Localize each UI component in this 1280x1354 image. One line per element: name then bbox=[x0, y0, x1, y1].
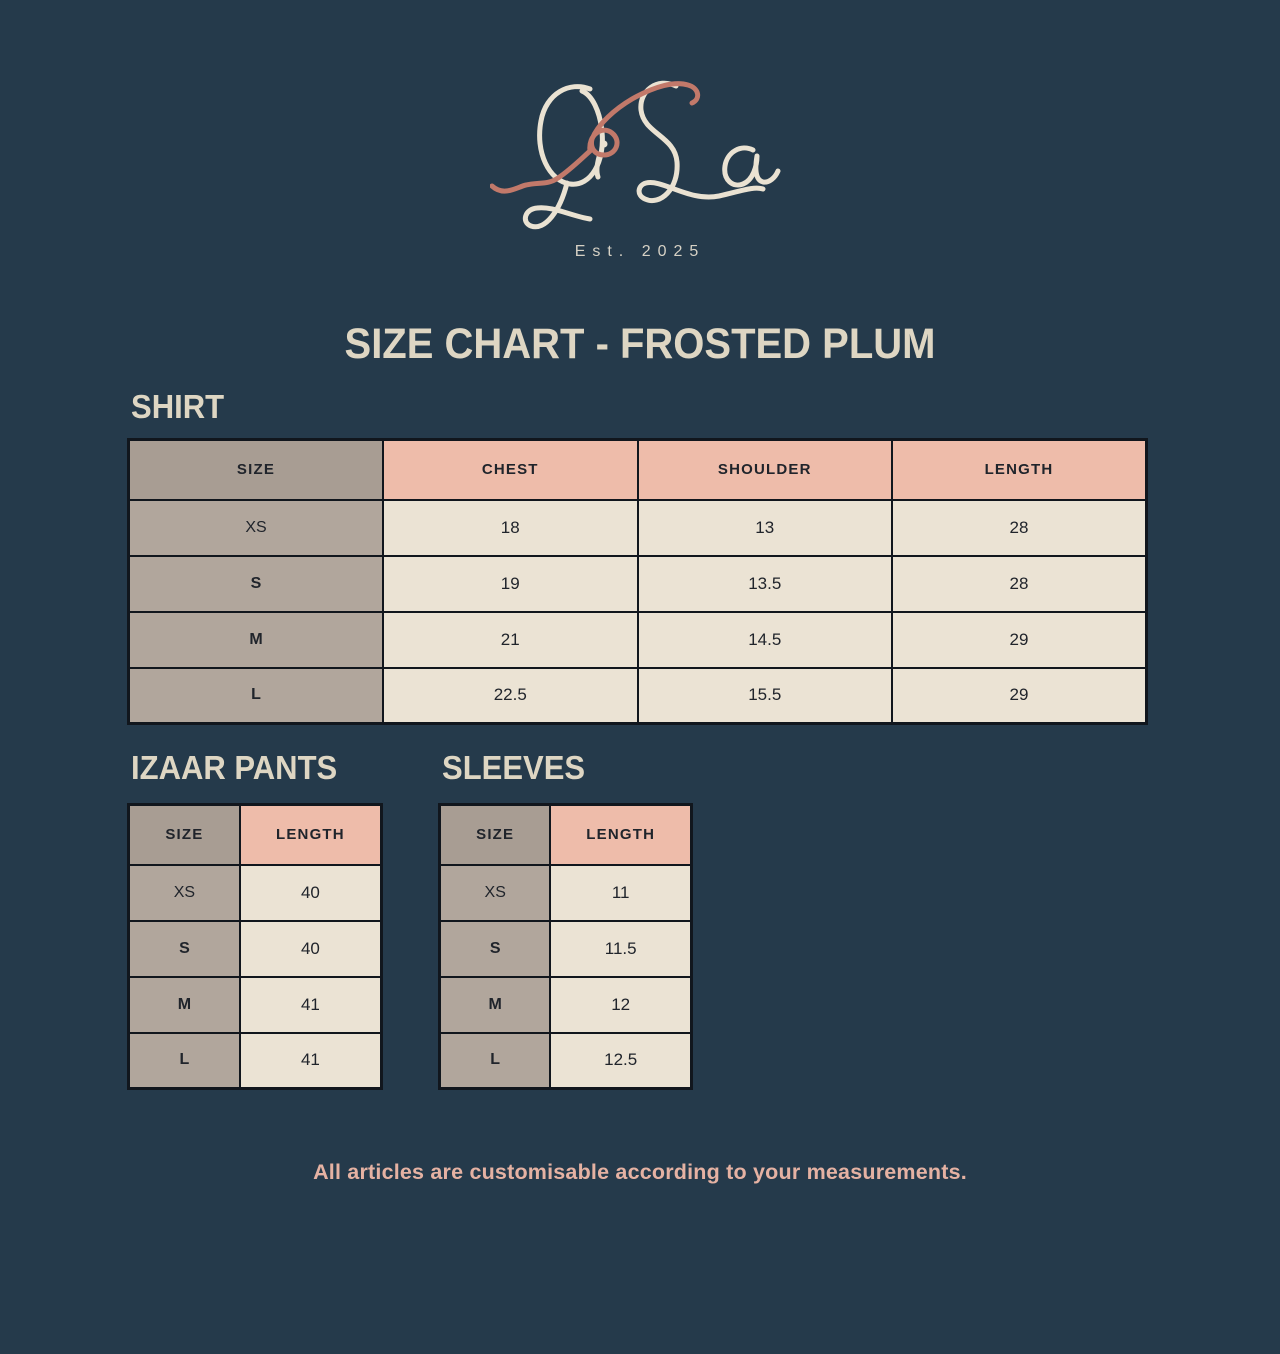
page-title: SIZE CHART - FROSTED PLUM bbox=[344, 320, 936, 368]
measurement-value: 11.5 bbox=[549, 919, 693, 978]
sleeves-column-header-size: SIZE bbox=[438, 803, 552, 866]
sleeves-row-l: L 12.5 bbox=[438, 1031, 693, 1090]
measurement-value: 11 bbox=[549, 863, 693, 922]
sleeves-row-s: S 11.5 bbox=[438, 919, 693, 978]
shirt-column-header-size: SIZE bbox=[127, 438, 384, 501]
size-label: S bbox=[438, 919, 552, 978]
measurement-value: 18 bbox=[382, 498, 639, 557]
measurement-value: 28 bbox=[891, 554, 1148, 613]
measurement-value: 22.5 bbox=[382, 666, 639, 725]
size-label: L bbox=[438, 1031, 552, 1090]
izaar-row-s: S 40 bbox=[127, 919, 383, 978]
measurement-value: 29 bbox=[891, 610, 1148, 669]
sleeves-row-m: M 12 bbox=[438, 975, 693, 1034]
brand-logo: Est. 2025 bbox=[0, 74, 1280, 261]
shirt-heading: SHIRT bbox=[131, 388, 225, 425]
logo-letter-s bbox=[636, 80, 766, 203]
size-label: XS bbox=[438, 863, 552, 922]
size-label: S bbox=[127, 554, 384, 613]
izaar-row-m: M 41 bbox=[127, 975, 383, 1034]
measurement-value: 29 bbox=[891, 666, 1148, 725]
brand-logo-script bbox=[490, 80, 781, 230]
sleeves-table: SIZE LENGTH XS 11 S 11.5 M 12 L 12.5 bbox=[438, 803, 693, 1090]
logo-q-tail bbox=[522, 180, 593, 230]
measurement-value: 12.5 bbox=[549, 1031, 693, 1090]
izaar-pants-heading: IZAAR PANTS bbox=[131, 749, 338, 786]
izaar-table: SIZE LENGTH XS 40 S 40 M 41 L 41 bbox=[127, 803, 383, 1090]
shirt-column-header-chest: CHEST bbox=[382, 438, 639, 501]
customisation-note: All articles are customisable according … bbox=[313, 1160, 967, 1184]
measurement-value: 13.5 bbox=[636, 554, 893, 613]
size-label: XS bbox=[127, 498, 384, 557]
sleeves-row-xs: XS 11 bbox=[438, 863, 693, 922]
size-label: L bbox=[127, 666, 384, 725]
izaar-column-header-length: LENGTH bbox=[238, 803, 383, 866]
measurement-value: 19 bbox=[382, 554, 639, 613]
shirt-size-table: SIZE CHEST SHOULDER LENGTH XS 18 13 28 S 19 13.5 28… bbox=[127, 438, 1148, 725]
measurement-value: 12 bbox=[549, 975, 693, 1034]
logo-letter-q bbox=[537, 84, 605, 187]
sleeves-heading: SLEEVES bbox=[442, 749, 586, 786]
measurement-value: 28 bbox=[891, 498, 1148, 557]
logo-pink-flourish bbox=[490, 81, 701, 194]
shirt-row-s: S 19 13.5 28 bbox=[127, 554, 1148, 613]
measurement-value: 40 bbox=[238, 863, 383, 922]
measurement-value: 14.5 bbox=[636, 610, 893, 669]
shirt-row-l: L 22.5 15.5 29 bbox=[127, 666, 1148, 725]
izaar-column-header-size: SIZE bbox=[127, 803, 241, 866]
izaar-pants-size-table: SIZE LENGTH XS 40 S 40 M 41 L 41 bbox=[127, 803, 383, 1090]
established-text: Est. 2025 bbox=[574, 243, 706, 260]
sleeves-column-header-length: LENGTH bbox=[549, 803, 693, 866]
shirt-table: SIZE CHEST SHOULDER LENGTH XS 18 13 28 S 19 13.5 28… bbox=[127, 438, 1148, 725]
measurement-value: 13 bbox=[636, 498, 893, 557]
size-label: M bbox=[438, 975, 552, 1034]
logo-letter-a bbox=[722, 145, 781, 188]
shirt-column-header-shoulder: SHOULDER bbox=[636, 438, 893, 501]
size-label: M bbox=[127, 610, 384, 669]
logo-letter-i bbox=[594, 154, 602, 180]
measurement-value: 41 bbox=[238, 1031, 383, 1090]
size-label: L bbox=[127, 1031, 241, 1090]
size-label: M bbox=[127, 975, 241, 1034]
izaar-row-xs: XS 40 bbox=[127, 863, 383, 922]
size-label: S bbox=[127, 919, 241, 978]
shirt-row-m: M 21 14.5 29 bbox=[127, 610, 1148, 669]
izaar-row-l: L 41 bbox=[127, 1031, 383, 1090]
shirt-row-xs: XS 18 13 28 bbox=[127, 498, 1148, 557]
measurement-value: 41 bbox=[238, 975, 383, 1034]
measurement-value: 15.5 bbox=[636, 666, 893, 725]
size-label: XS bbox=[127, 863, 241, 922]
measurement-value: 21 bbox=[382, 610, 639, 669]
logo-i-dot bbox=[600, 140, 608, 148]
measurement-value: 40 bbox=[238, 919, 383, 978]
sleeves-size-table: SIZE LENGTH XS 11 S 11.5 M 12 L 12.5 bbox=[438, 803, 693, 1090]
shirt-column-header-length: LENGTH bbox=[891, 438, 1148, 501]
